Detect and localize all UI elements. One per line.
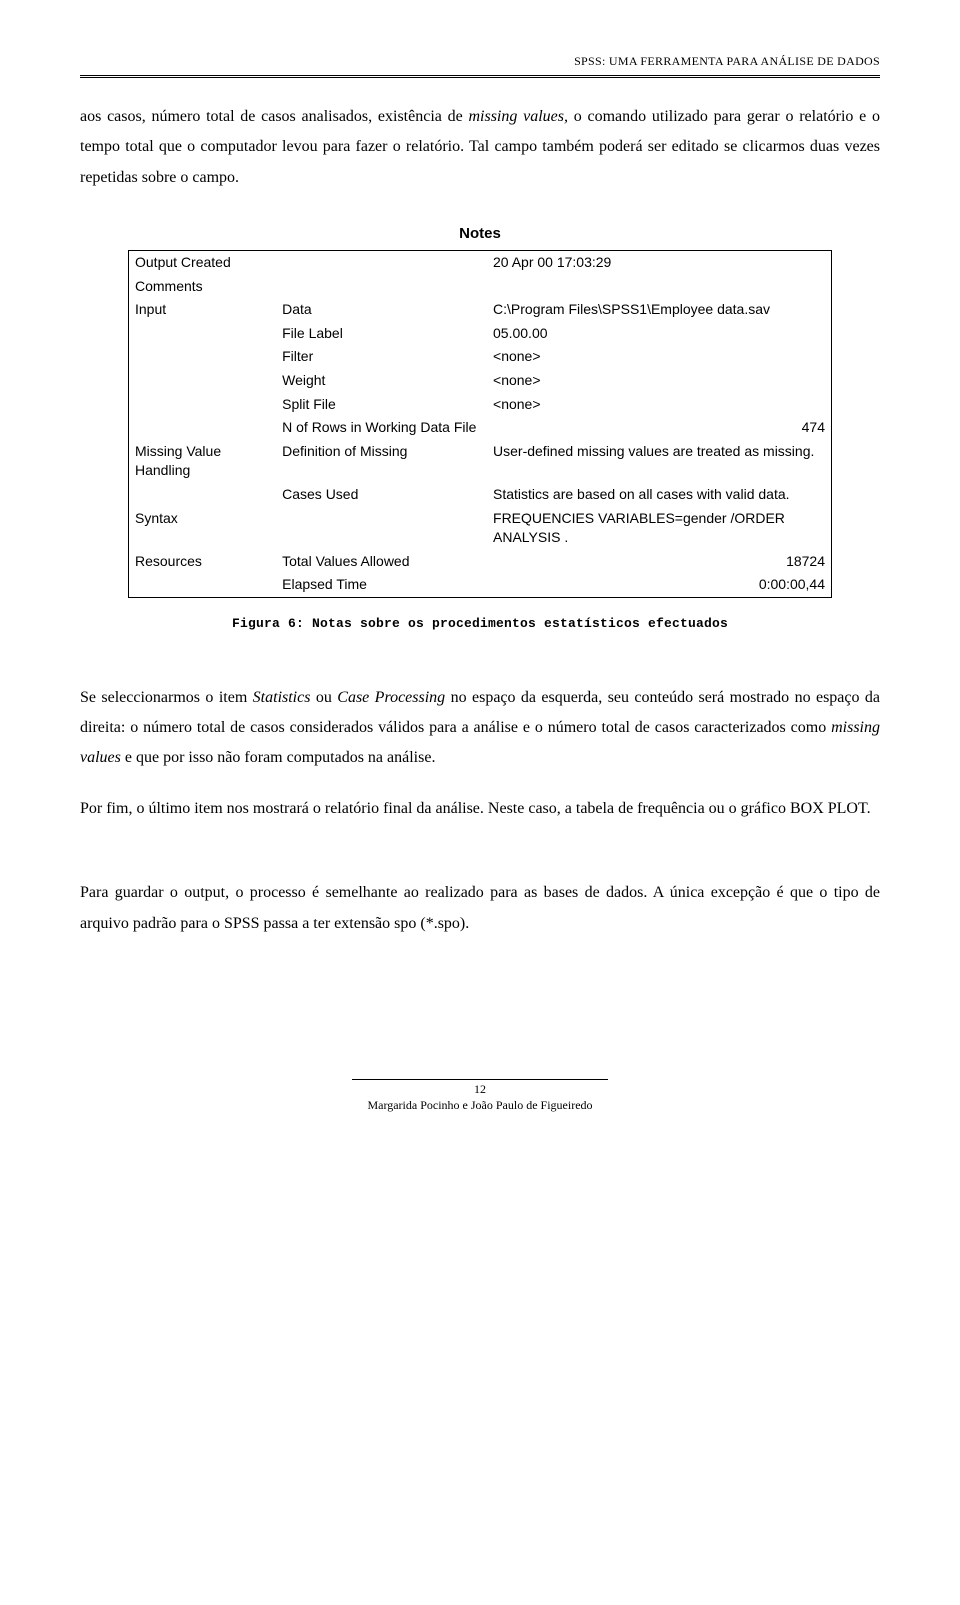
def-missing-value: User-defined missing values are treated … bbox=[487, 440, 831, 483]
table-row: Split File <none> bbox=[129, 393, 832, 417]
data-label: Data bbox=[276, 298, 487, 322]
comments-value bbox=[487, 275, 831, 299]
output-created-label: Output Created bbox=[129, 250, 488, 274]
page-number: 12 bbox=[80, 1082, 880, 1098]
split-file-label: Split File bbox=[276, 393, 487, 417]
empty-cell bbox=[129, 322, 277, 346]
empty-cell bbox=[129, 573, 277, 597]
para1-italic-1: missing values, bbox=[468, 108, 568, 125]
empty-cell bbox=[129, 345, 277, 369]
file-label-label: File Label bbox=[276, 322, 487, 346]
table-row: Missing Value Handling Definition of Mis… bbox=[129, 440, 832, 483]
footer-authors: Margarida Pocinho e João Paulo de Figuei… bbox=[80, 1098, 880, 1114]
table-row: Cases Used Statistics are based on all c… bbox=[129, 483, 832, 507]
split-file-value: <none> bbox=[487, 393, 831, 417]
tva-value: 18724 bbox=[487, 550, 831, 574]
paragraph-1: aos casos, número total de casos analisa… bbox=[80, 102, 880, 193]
paragraph-4: Para guardar o output, o processo é seme… bbox=[80, 878, 880, 939]
para3-text: Por fim, o último item nos mostrará o re… bbox=[80, 794, 880, 824]
table-row: Elapsed Time 0:00:00,44 bbox=[129, 573, 832, 597]
para1-text: aos casos, número total de casos analisa… bbox=[80, 108, 468, 125]
running-head: SPSS: UMA FERRAMENTA PARA ANÁLISE DE DAD… bbox=[80, 50, 880, 73]
figure-caption: Figura 6: Notas sobre os procedimentos e… bbox=[80, 612, 880, 637]
table-row: N of Rows in Working Data File 474 bbox=[129, 416, 832, 440]
mvh-label: Missing Value Handling bbox=[129, 440, 277, 483]
paragraph-2: Se seleccionarmos o item Statistics ou C… bbox=[80, 683, 880, 774]
nrows-value: 474 bbox=[487, 416, 831, 440]
table-row: Comments bbox=[129, 275, 832, 299]
output-created-value: 20 Apr 00 17:03:29 bbox=[487, 250, 831, 274]
notes-table-wrap: Notes Output Created 20 Apr 00 17:03:29 … bbox=[128, 223, 832, 598]
notes-title: Notes bbox=[128, 223, 832, 244]
empty-cell bbox=[129, 393, 277, 417]
comments-label: Comments bbox=[129, 275, 488, 299]
table-row: Syntax FREQUENCIES VARIABLES=gender /ORD… bbox=[129, 507, 832, 550]
table-row: Resources Total Values Allowed 18724 bbox=[129, 550, 832, 574]
table-row: Weight <none> bbox=[129, 369, 832, 393]
syntax-value: FREQUENCIES VARIABLES=gender /ORDER ANAL… bbox=[487, 507, 831, 550]
para4-text: Para guardar o output, o processo é seme… bbox=[80, 878, 880, 939]
def-missing-label: Definition of Missing bbox=[276, 440, 487, 483]
file-label-value: 05.00.00 bbox=[487, 322, 831, 346]
table-row: Input Data C:\Program Files\SPSS1\Employ… bbox=[129, 298, 832, 322]
para2-italic-2: Case Processing bbox=[337, 689, 445, 706]
data-value: C:\Program Files\SPSS1\Employee data.sav bbox=[487, 298, 831, 322]
nrows-label: N of Rows in Working Data File bbox=[276, 416, 487, 440]
para2-text-2: ou bbox=[310, 689, 337, 706]
notes-table: Output Created 20 Apr 00 17:03:29 Commen… bbox=[128, 250, 832, 598]
paragraph-3: Por fim, o último item nos mostrará o re… bbox=[80, 794, 880, 824]
weight-label: Weight bbox=[276, 369, 487, 393]
cases-used-value: Statistics are based on all cases with v… bbox=[487, 483, 831, 507]
page-footer: 12 Margarida Pocinho e João Paulo de Fig… bbox=[80, 1079, 880, 1113]
elapsed-value: 0:00:00,44 bbox=[487, 573, 831, 597]
elapsed-label: Elapsed Time bbox=[276, 573, 487, 597]
para2-italic-1: Statistics bbox=[253, 689, 311, 706]
header-rule bbox=[80, 75, 880, 78]
table-row: Output Created 20 Apr 00 17:03:29 bbox=[129, 250, 832, 274]
syntax-label: Syntax bbox=[129, 507, 488, 550]
weight-value: <none> bbox=[487, 369, 831, 393]
footer-rule bbox=[352, 1079, 608, 1080]
empty-cell bbox=[129, 369, 277, 393]
table-row: Filter <none> bbox=[129, 345, 832, 369]
filter-label: Filter bbox=[276, 345, 487, 369]
empty-cell bbox=[129, 416, 277, 440]
empty-cell bbox=[129, 483, 277, 507]
tva-label: Total Values Allowed bbox=[276, 550, 487, 574]
cases-used-label: Cases Used bbox=[276, 483, 487, 507]
filter-value: <none> bbox=[487, 345, 831, 369]
para2-text-4: e que por isso não foram computados na a… bbox=[121, 749, 436, 766]
table-row: File Label 05.00.00 bbox=[129, 322, 832, 346]
input-label: Input bbox=[129, 298, 277, 322]
resources-label: Resources bbox=[129, 550, 277, 574]
para2-text-1: Se seleccionarmos o item bbox=[80, 689, 253, 706]
